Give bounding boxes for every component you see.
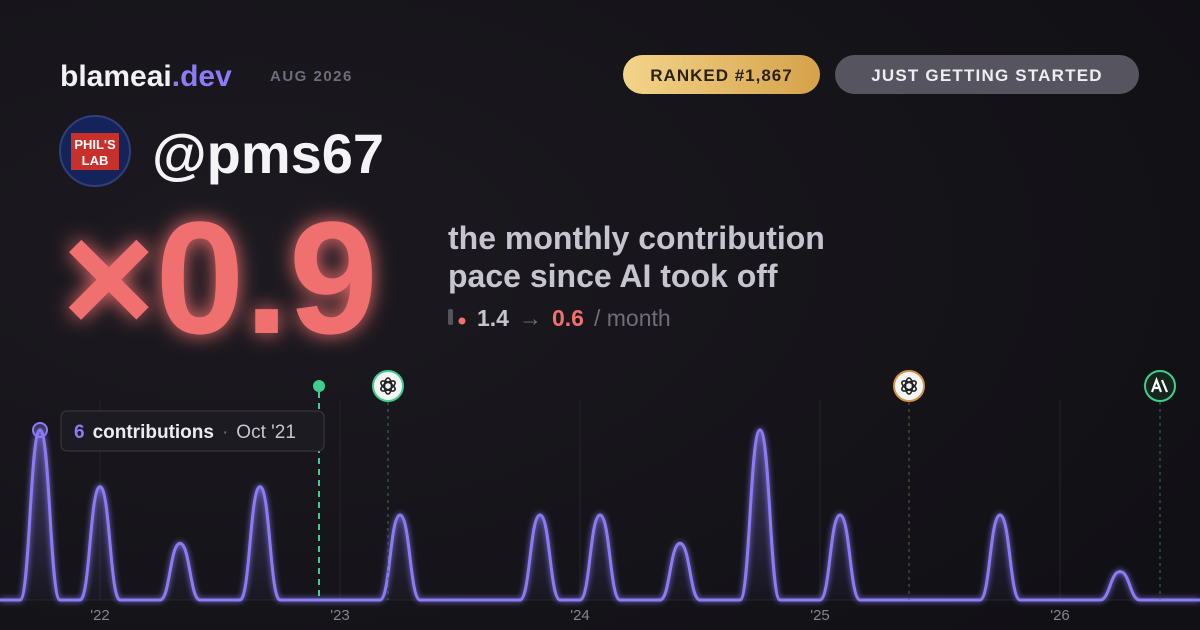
avatar-plate [71, 133, 119, 170]
before-indicator [448, 309, 453, 325]
series-line [0, 428, 1200, 602]
rank-badge-text: RANKED #1,867 [650, 66, 792, 85]
hover-point [32, 422, 48, 438]
rank-badge [623, 55, 820, 94]
event-markers [313, 370, 1176, 600]
tooltip-value: 6 [74, 422, 85, 443]
event-dot [313, 380, 325, 392]
pace-stats: 1.4 → 0.6 / month [477, 305, 671, 331]
openai-icon [893, 370, 925, 402]
after-value: 0.6 [552, 305, 584, 331]
before-value: 1.4 [477, 305, 509, 331]
x-tick-label: '25 [810, 607, 830, 624]
arrow: → [519, 305, 542, 331]
tooltip-box [60, 410, 325, 452]
multiplier: ×0.9 [62, 188, 378, 367]
brand: blameai.dev [60, 60, 232, 93]
x-tick-label: '22 [90, 607, 110, 624]
x-tick-label: '24 [570, 607, 590, 624]
brand-suffix: .dev [172, 60, 232, 93]
tooltip: 6 contributions · Oct '21 [60, 410, 325, 452]
brand-name: blameai [60, 60, 172, 93]
description-line: pace since AI took off [448, 258, 778, 294]
tooltip-date: Oct '21 [236, 422, 296, 443]
x-tick-label: '26 [1050, 607, 1070, 624]
tooltip-text: 6 contributions · Oct '21 [74, 422, 296, 443]
handle: @pms67 [152, 122, 384, 185]
status-badge [835, 55, 1139, 94]
anthropic-icon [1144, 370, 1176, 402]
status-badge-text: JUST GETTING STARTED [871, 66, 1102, 85]
avatar-line: PHIL'S [74, 137, 116, 152]
description-line: the monthly contribution [448, 220, 825, 256]
period: AUG 2026 [270, 68, 353, 85]
tooltip-separator: · [222, 422, 228, 443]
openai-icon [372, 370, 404, 402]
unit: / month [594, 305, 671, 331]
tooltip-label: contributions [93, 422, 214, 443]
avatar-line: LAB [82, 153, 109, 168]
x-tick-label: '23 [330, 607, 350, 624]
after-indicator [458, 317, 466, 325]
